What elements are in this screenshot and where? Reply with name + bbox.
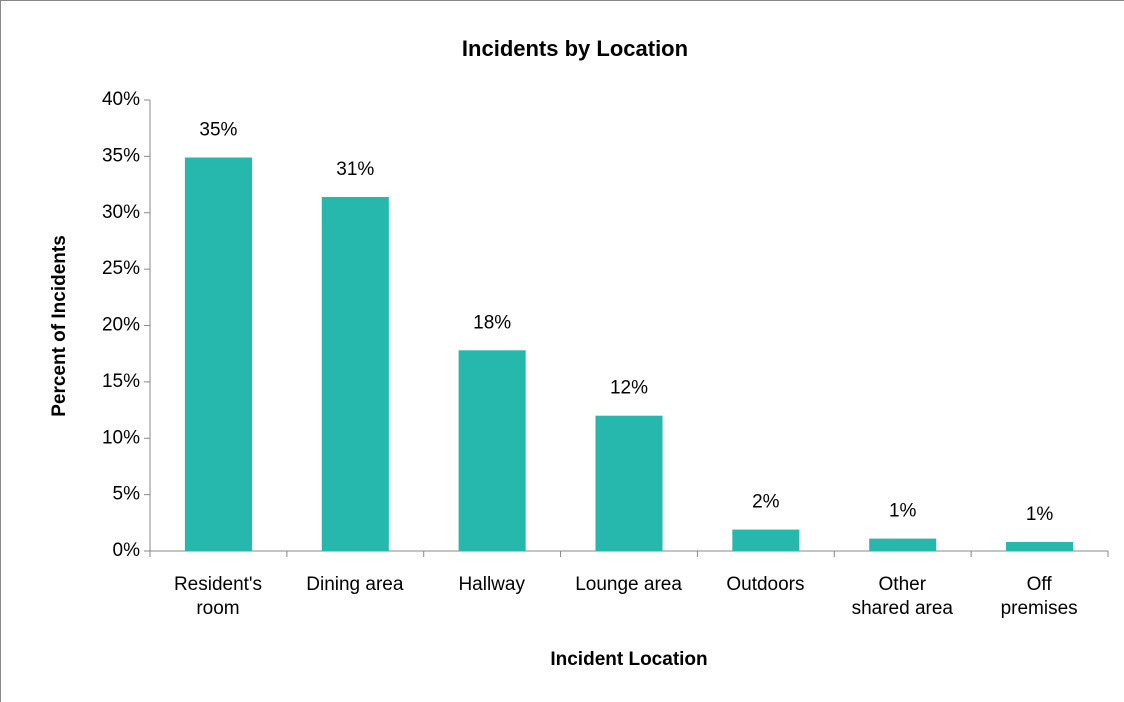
data-label: 1%	[889, 501, 917, 522]
x-tick-label: Hallway	[458, 574, 525, 595]
bar	[184, 157, 252, 551]
x-tick-label: Outdoors	[726, 574, 805, 595]
bar	[732, 529, 800, 551]
data-label: 18%	[473, 312, 511, 333]
data-label: 2%	[752, 492, 780, 513]
data-label: 35%	[199, 120, 237, 141]
y-tick-label: 30%	[102, 202, 140, 223]
x-tick-label: Off premises	[1000, 574, 1078, 619]
x-axis-title: Incident Location	[550, 649, 707, 670]
y-tick-label: 10%	[102, 427, 140, 448]
chart-title: Incidents by Location	[462, 36, 688, 61]
data-label: 12%	[610, 378, 648, 399]
x-tick-label: Dining area	[306, 574, 404, 595]
bar	[321, 196, 389, 551]
y-tick-label: 0%	[113, 540, 141, 561]
x-tick-label: Other shared area	[851, 574, 953, 619]
x-tick-label: Resident's room	[173, 574, 263, 619]
y-tick-label: 15%	[102, 371, 140, 392]
y-axis-title: Percent of Incidents	[49, 235, 70, 417]
bar	[458, 350, 526, 551]
data-label: 1%	[1026, 504, 1054, 525]
y-tick-label: 5%	[113, 484, 141, 505]
y-tick-label: 25%	[102, 258, 140, 279]
y-tick-label: 35%	[102, 145, 140, 166]
bar	[1006, 541, 1074, 551]
y-tick-label: 40%	[102, 89, 140, 110]
data-label: 31%	[336, 159, 374, 180]
x-tick-label: Lounge area	[575, 574, 682, 595]
bar	[595, 415, 663, 551]
bar	[869, 538, 937, 551]
y-tick-label: 20%	[102, 315, 140, 336]
